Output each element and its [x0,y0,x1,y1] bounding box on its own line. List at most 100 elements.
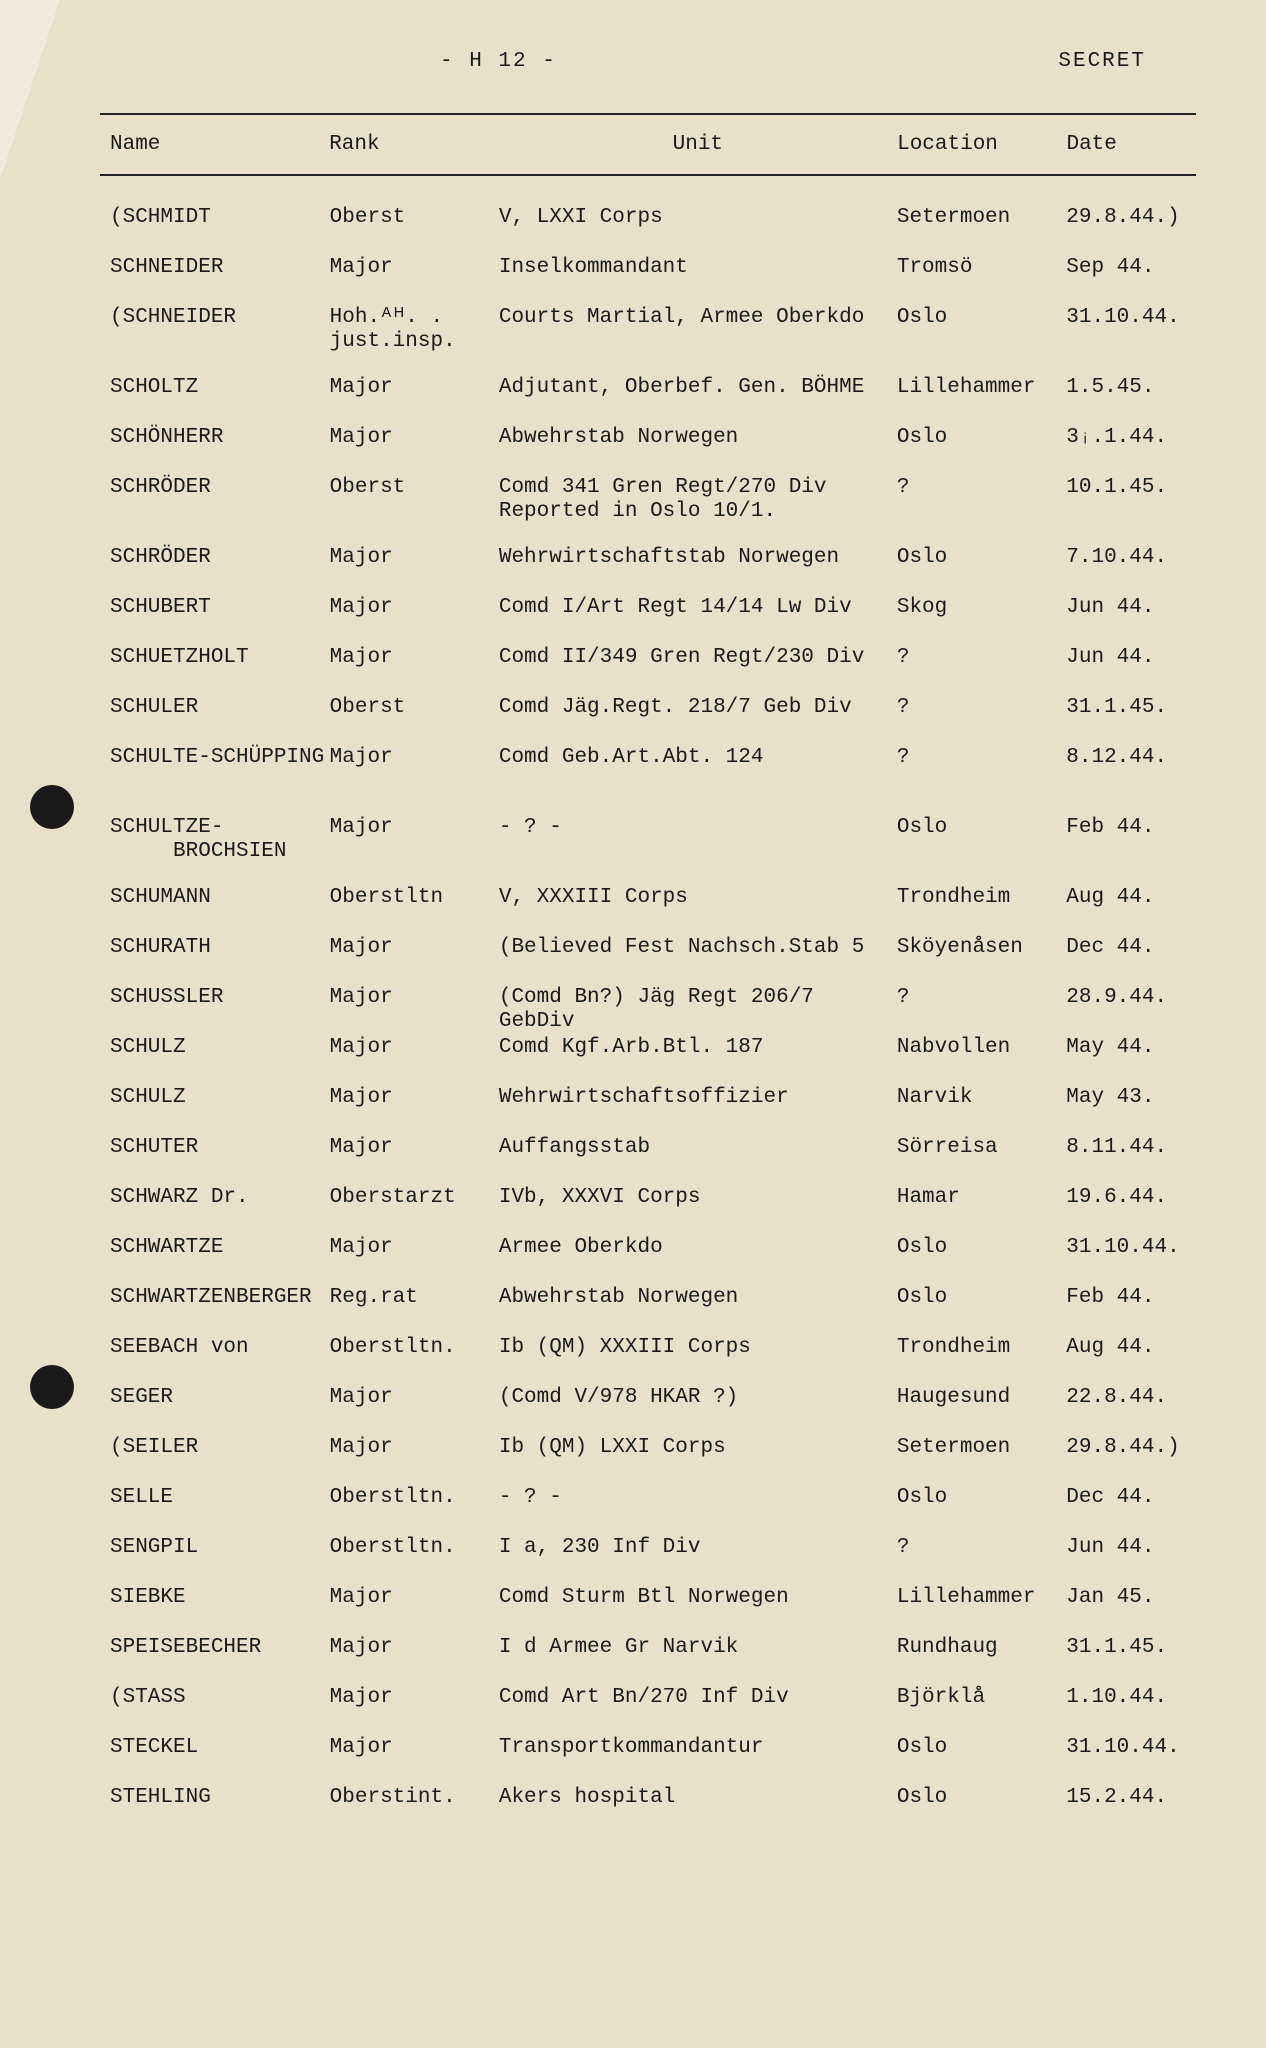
cell-rank: Reg.rat [330,1286,499,1336]
cell-date: 29.8.44.) [1066,1436,1196,1486]
cell-unit: Comd Jäg.Regt. 218/7 Geb Div [499,696,897,746]
table-row: SCHULEROberstComd Jäg.Regt. 218/7 Geb Di… [100,696,1196,746]
table-row: (SCHMIDTOberstV, LXXI CorpsSetermoen29.8… [100,206,1196,256]
cell-name: SCHWARTZE [100,1236,330,1286]
cell-unit: Akers hospital [499,1786,897,1836]
table-row: SCHNEIDERMajorInselkommandantTromsöSep 4… [100,256,1196,306]
cell-unit: Comd Kgf.Arb.Btl. 187 [499,1036,897,1086]
cell-rank: Major [330,1736,499,1786]
table-row: STEHLINGOberstint.Akers hospitalOslo15.2… [100,1786,1196,1836]
cell-name: SCHUTER [100,1136,330,1186]
cell-unit: Armee Oberkdo [499,1236,897,1286]
cell-unit: Comd 341 Gren Regt/270 DivReported in Os… [499,476,897,546]
cell-location: ? [897,1536,1066,1586]
table-row: SCHUBERTMajorComd I/Art Regt 14/14 Lw Di… [100,596,1196,646]
cell-unit: Comd I/Art Regt 14/14 Lw Div [499,596,897,646]
cell-location: Setermoen [897,1436,1066,1486]
cell-rank: Major [330,1436,499,1486]
column-headers: Name Rank Unit Location Date [100,115,1196,174]
cell-location: Nabvollen [897,1036,1066,1086]
cell-location: Björklå [897,1686,1066,1736]
cell-unit: Ib (QM) XXXIII Corps [499,1336,897,1386]
hole-punch [30,785,74,829]
cell-date: Jun 44. [1066,646,1196,696]
cell-date: Jun 44. [1066,596,1196,646]
cell-date: Feb 44. [1066,816,1196,886]
cell-location: Tromsö [897,256,1066,306]
cell-name: SCHRÖDER [100,476,330,546]
top-header: - H 12 - SECRET [100,50,1196,73]
classification: SECRET [1058,50,1146,73]
table-row: SENGPILOberstltn.I a, 230 Inf Div?Jun 44… [100,1536,1196,1586]
cell-unit: Comd Sturm Btl Norwegen [499,1586,897,1636]
cell-name: SPEISEBECHER [100,1636,330,1686]
cell-rank: Major [330,1136,499,1186]
cell-location: ? [897,476,1066,546]
cell-location: ? [897,746,1066,816]
cell-date: Sep 44. [1066,256,1196,306]
cell-unit: - ? - [499,1486,897,1536]
cell-date: Aug 44. [1066,886,1196,936]
cell-name: SCHULZ [100,1036,330,1086]
cell-date: 22.8.44. [1066,1386,1196,1436]
cell-location: Oslo [897,306,1066,376]
cell-name: SCHULTE-SCHÜPPING [100,746,330,816]
cell-date: 3ᵢ.1.44. [1066,426,1196,476]
table-row: SCHULZMajorWehrwirtschaftsoffizierNarvik… [100,1086,1196,1136]
cell-name: STEHLING [100,1786,330,1836]
table-row: SELLEOberstltn.- ? -OsloDec 44. [100,1486,1196,1536]
cell-rank: Oberstint. [330,1786,499,1836]
cell-location: ? [897,986,1066,1036]
cell-name: SCHNEIDER [100,256,330,306]
cell-unit: (Comd V/978 HKAR ?) [499,1386,897,1436]
cell-date: 15.2.44. [1066,1786,1196,1836]
cell-date: 8.12.44. [1066,746,1196,816]
cell-unit: (Believed Fest Nachsch.Stab 5 [499,936,897,986]
cell-name: SCHRÖDER [100,546,330,596]
rule-bottom [100,174,1196,176]
cell-name: SCHULER [100,696,330,746]
col-header-date: Date [1066,133,1196,156]
cell-location: ? [897,696,1066,746]
cell-name: SELLE [100,1486,330,1536]
cell-location: Trondheim [897,886,1066,936]
table-row: (STASSMajorComd Art Bn/270 Inf DivBjörkl… [100,1686,1196,1736]
cell-location: Oslo [897,1486,1066,1536]
cell-unit: Comd Geb.Art.Abt. 124 [499,746,897,816]
cell-rank: Oberstltn. [330,1336,499,1386]
table-row: SCHULZMajorComd Kgf.Arb.Btl. 187Nabvolle… [100,1036,1196,1086]
cell-rank: Major [330,596,499,646]
table-row: SIEBKEMajorComd Sturm Btl NorwegenLilleh… [100,1586,1196,1636]
cell-unit: - ? - [499,816,897,886]
cell-rank: Major [330,646,499,696]
table-row: SCHWARZ Dr.OberstarztIVb, XXXVI CorpsHam… [100,1186,1196,1236]
cell-name: (STASS [100,1686,330,1736]
cell-rank: Oberstltn [330,886,499,936]
cell-date: 29.8.44.) [1066,206,1196,256]
cell-rank: Oberstltn. [330,1536,499,1586]
cell-name: SIEBKE [100,1586,330,1636]
cell-rank: Major [330,546,499,596]
table-row: (SCHNEIDERHoh.ᴬᴴ. .just.insp.Courts Mart… [100,306,1196,376]
cell-location: Lillehammer [897,1586,1066,1636]
cell-rank: Major [330,1636,499,1686]
cell-rank: Major [330,936,499,986]
cell-name: (SCHNEIDER [100,306,330,376]
cell-date: 28.9.44. [1066,986,1196,1036]
cell-name: SCHWARZ Dr. [100,1186,330,1236]
table-row: SEEBACH vonOberstltn.Ib (QM) XXXIII Corp… [100,1336,1196,1386]
cell-date: 31.10.44. [1066,306,1196,376]
cell-unit: Courts Martial, Armee Oberkdo [499,306,897,376]
col-header-location: Location [897,133,1066,156]
cell-date: Jan 45. [1066,1586,1196,1636]
cell-rank: Major [330,256,499,306]
cell-location: Sörreisa [897,1136,1066,1186]
cell-name: SCHWARTZENBERGER [100,1286,330,1336]
cell-rank: Major [330,816,499,886]
cell-rank: Major [330,426,499,476]
cell-location: Trondheim [897,1336,1066,1386]
cell-name: SENGPIL [100,1536,330,1586]
cell-location: Rundhaug [897,1636,1066,1686]
hole-punch [30,1365,74,1409]
table-row: SCHUSSLERMajor(Comd Bn?) Jäg Regt 206/7 … [100,986,1196,1036]
